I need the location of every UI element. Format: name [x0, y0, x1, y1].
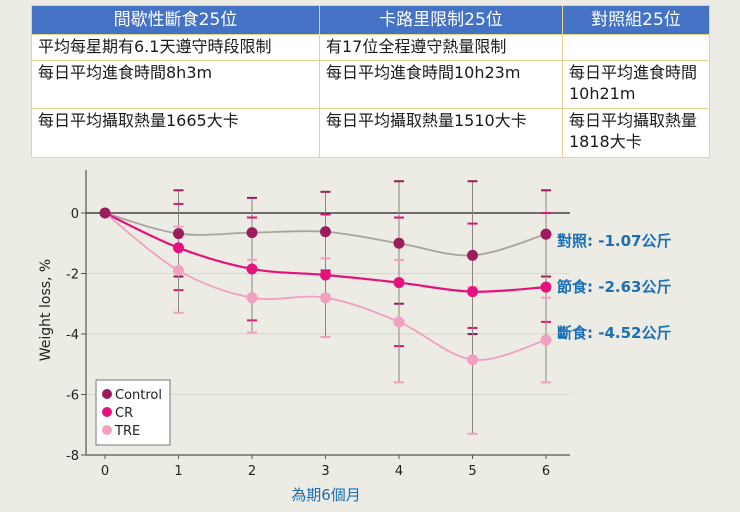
header-tre: 間歇性斷食25位: [31, 5, 320, 35]
header-control: 對照組25位: [562, 5, 710, 35]
x-tick-label: 6: [542, 464, 550, 479]
x-axis-label: 為期6個月: [291, 486, 361, 504]
y-tick-label: -6: [66, 389, 79, 404]
y-tick-label: -4: [66, 328, 79, 343]
legend-cr-marker: [102, 407, 112, 417]
x-tick-label: 2: [248, 464, 256, 479]
y-tick-label: 0: [71, 207, 79, 222]
data-point-tre: [467, 354, 478, 366]
data-point-control: [320, 226, 331, 238]
data-point-cr: [393, 277, 405, 289]
axes: 0 -2 -4 -6 -8 0 1 2 3 4 5 6: [66, 170, 570, 479]
legend: Control CR TRE: [95, 379, 171, 446]
x-tick-label: 0: [101, 464, 109, 479]
data-point-cr: [246, 263, 258, 275]
comparison-table: 間歇性斷食25位 卡路里限制25位 對照組25位 平均每星期有6.1天遵守時段限…: [31, 5, 710, 158]
legend-control: Control: [115, 388, 162, 403]
cell-cr-calories: 每日平均攝取熱量1510大卡: [319, 108, 563, 158]
data-point-control: [540, 228, 552, 240]
cell-cr-eating-window: 每日平均進食時間10h23m: [319, 60, 563, 109]
y-tick-label: -8: [66, 449, 79, 464]
data-point-tre: [540, 334, 552, 346]
data-point-control: [246, 227, 258, 239]
data-point-tre: [246, 292, 258, 304]
data-point-control: [99, 207, 111, 219]
legend-tre-marker: [102, 425, 112, 435]
data-points: [99, 207, 552, 366]
data-point-cr: [173, 242, 184, 254]
data-point-tre: [393, 316, 405, 328]
data-point-control: [393, 237, 405, 249]
legend-control-marker: [102, 389, 112, 399]
cell-control-calories: 每日平均攝取熱量1818大卡: [562, 108, 710, 158]
x-tick-label: 1: [174, 464, 182, 479]
data-point-cr: [320, 269, 331, 281]
x-tick-label: 4: [395, 464, 403, 479]
legend-tre: TRE: [114, 424, 140, 439]
x-tick-label: 5: [468, 464, 476, 479]
cell-tre-calories: 每日平均攝取熱量1665大卡: [31, 108, 320, 158]
data-point-tre: [173, 264, 184, 276]
x-tick-label: 3: [321, 464, 329, 479]
legend-cr: CR: [115, 406, 133, 421]
cell-tre-adherence: 平均每星期有6.1天遵守時段限制: [31, 34, 320, 61]
data-point-control: [467, 249, 478, 261]
cell-cr-adherence: 有17位全程遵守熱量限制: [319, 34, 563, 61]
cell-control-eating-window: 每日平均進食時間10h21m: [562, 60, 710, 109]
y-axis-label: Weight loss, %: [38, 259, 54, 361]
annotation-tre: 斷食: -4.52公斤: [557, 324, 671, 342]
annotation-cr: 節食: -2.63公斤: [557, 278, 671, 296]
data-point-cr: [467, 286, 478, 298]
header-cr: 卡路里限制25位: [319, 5, 563, 35]
cell-control-adherence: [562, 34, 710, 61]
y-tick-label: -2: [66, 268, 79, 283]
data-point-control: [173, 228, 184, 240]
annotation-control: 對照: -1.07公斤: [557, 232, 671, 250]
data-point-tre: [320, 292, 331, 304]
data-point-cr: [540, 281, 552, 293]
